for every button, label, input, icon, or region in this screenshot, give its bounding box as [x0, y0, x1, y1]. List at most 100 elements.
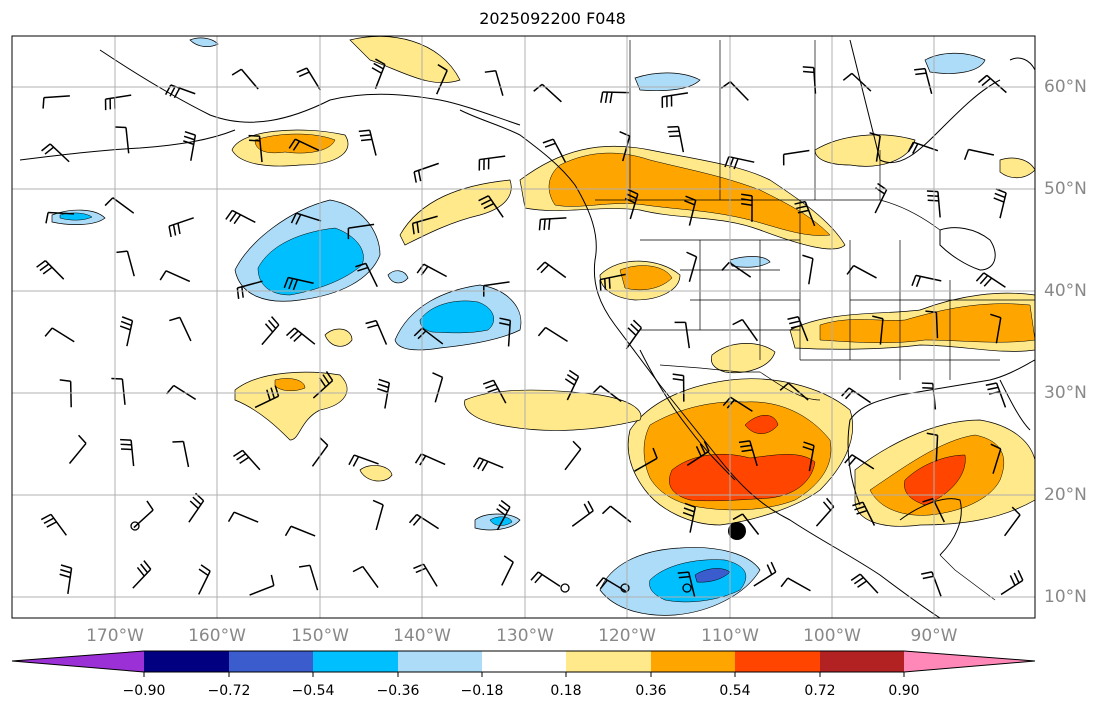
wind-barb-staff [133, 509, 154, 529]
calm-markers [130, 521, 692, 593]
wind-barb-staff [188, 500, 205, 523]
wind-barb-feather [120, 438, 132, 441]
wind-barb-feather [652, 447, 658, 459]
wind-barb-feather [487, 387, 499, 393]
wind-barb-feather [229, 212, 237, 222]
wind-barb-staff [935, 312, 939, 339]
wind-barb-feather [120, 320, 132, 327]
pos2-pac [274, 378, 306, 391]
wind-barb-feather [41, 143, 51, 152]
wind-barb-feather [46, 521, 57, 528]
wind-barb-feather [741, 449, 753, 453]
wind-barb-feather [352, 565, 364, 573]
central-america [939, 554, 996, 601]
us-canada-border [595, 199, 941, 231]
wind-barb-feather [472, 457, 480, 468]
wind-barb-feather [293, 333, 303, 342]
wind-barb-staff [986, 74, 1007, 94]
wind-barb-staff [599, 385, 622, 403]
wind-barb-staff [173, 384, 197, 401]
wind-barb-staff [126, 250, 135, 277]
baja-california [639, 349, 736, 481]
wind-barb-feather [319, 437, 329, 446]
wind-barb-feather [290, 212, 297, 224]
wind-barb-feather [318, 377, 327, 388]
wind-barb-feather [116, 250, 128, 254]
wind-barb-feather [922, 497, 934, 503]
wind-barb-feather [626, 193, 637, 200]
wind-barb-feather [722, 396, 732, 407]
wind-barb-staff [422, 563, 438, 587]
wind-barb-feather [672, 373, 684, 377]
wind-barb-staff [483, 281, 510, 287]
wind-barb-feather [373, 62, 384, 70]
wind-barb-feather [432, 372, 443, 379]
wind-barb-feather [794, 200, 806, 205]
wind-barb-feather [912, 143, 919, 154]
wind-barb-feather [921, 571, 933, 575]
wind-barb-feather [844, 390, 854, 400]
wind-barb-feather [284, 525, 292, 537]
wind-barb-staff [728, 261, 752, 278]
wind-barb-feather [36, 260, 46, 268]
wind-barb-staff [478, 457, 504, 469]
pos2-rockies [619, 265, 673, 291]
wind-barb-staff [105, 94, 132, 100]
wind-barb-feather [632, 319, 642, 329]
wind-barb-feather [322, 374, 330, 385]
wind-barb-feather [854, 505, 866, 511]
wind-barb-feather [372, 499, 384, 506]
wind-barb-staff [851, 72, 872, 92]
wind-barb-feather [802, 66, 814, 69]
wind-barb-feather [684, 200, 695, 206]
wind-barb-feather [780, 577, 789, 588]
wind-barb-feather [732, 513, 743, 521]
wind-barb-feather [371, 67, 382, 74]
wind-barb-feather [267, 319, 277, 329]
wind-barb-feather [225, 209, 233, 220]
lon-label: 90°W [910, 626, 958, 646]
wind-barb-feather [239, 456, 250, 465]
colorbar [11, 650, 1036, 677]
wind-barb-feather [740, 444, 752, 448]
colorbar-segment [566, 651, 651, 672]
wind-barb-feather [289, 330, 299, 340]
wind-barb-feather [600, 91, 604, 103]
lon-label: 140°W [393, 626, 451, 646]
wind-barb-feather [477, 459, 485, 470]
wind-barb-feather [678, 575, 690, 579]
wind-barb-staff [43, 95, 70, 99]
wind-barb-feather [266, 389, 271, 401]
wind-barb-feather [914, 67, 926, 71]
colorbar-tick-label: −0.18 [460, 683, 504, 699]
wind-barb-feather [741, 198, 753, 202]
wind-barb-feather [848, 456, 857, 467]
wind-barb-feather [367, 324, 379, 329]
wind-barb-feather [672, 378, 684, 382]
wind-barb-staff [261, 324, 280, 346]
wind-barb-feather [417, 170, 422, 182]
hudson-bay [849, 39, 1001, 164]
wind-barb-feather [478, 195, 489, 202]
political-borders [595, 40, 1035, 601]
wind-barb-staff [1003, 514, 1021, 537]
wind-barb-staff [875, 135, 881, 162]
wind-barb-feather [172, 224, 177, 236]
wind-barb-staff [165, 270, 191, 283]
wind-barb-feather [926, 190, 938, 193]
wind-barb-feather [165, 384, 175, 395]
wind-barb-feather [412, 516, 422, 526]
wind-barb-feather [78, 434, 87, 444]
great-lakes [939, 227, 996, 271]
wind-barb-feather [498, 503, 509, 512]
florida [999, 379, 1031, 431]
wind-barb-feather [195, 492, 205, 502]
wind-barb-feather [703, 440, 710, 452]
lat-label: 60°N [1044, 77, 1087, 97]
pos-region-pacific-sub2 [464, 389, 642, 431]
wind-barb-feather [169, 86, 176, 97]
selected-point-marker[interactable] [728, 522, 746, 540]
wind-barb-staff [677, 126, 685, 153]
wind-barb-staff [348, 223, 375, 229]
wind-barb-feather [292, 279, 299, 291]
